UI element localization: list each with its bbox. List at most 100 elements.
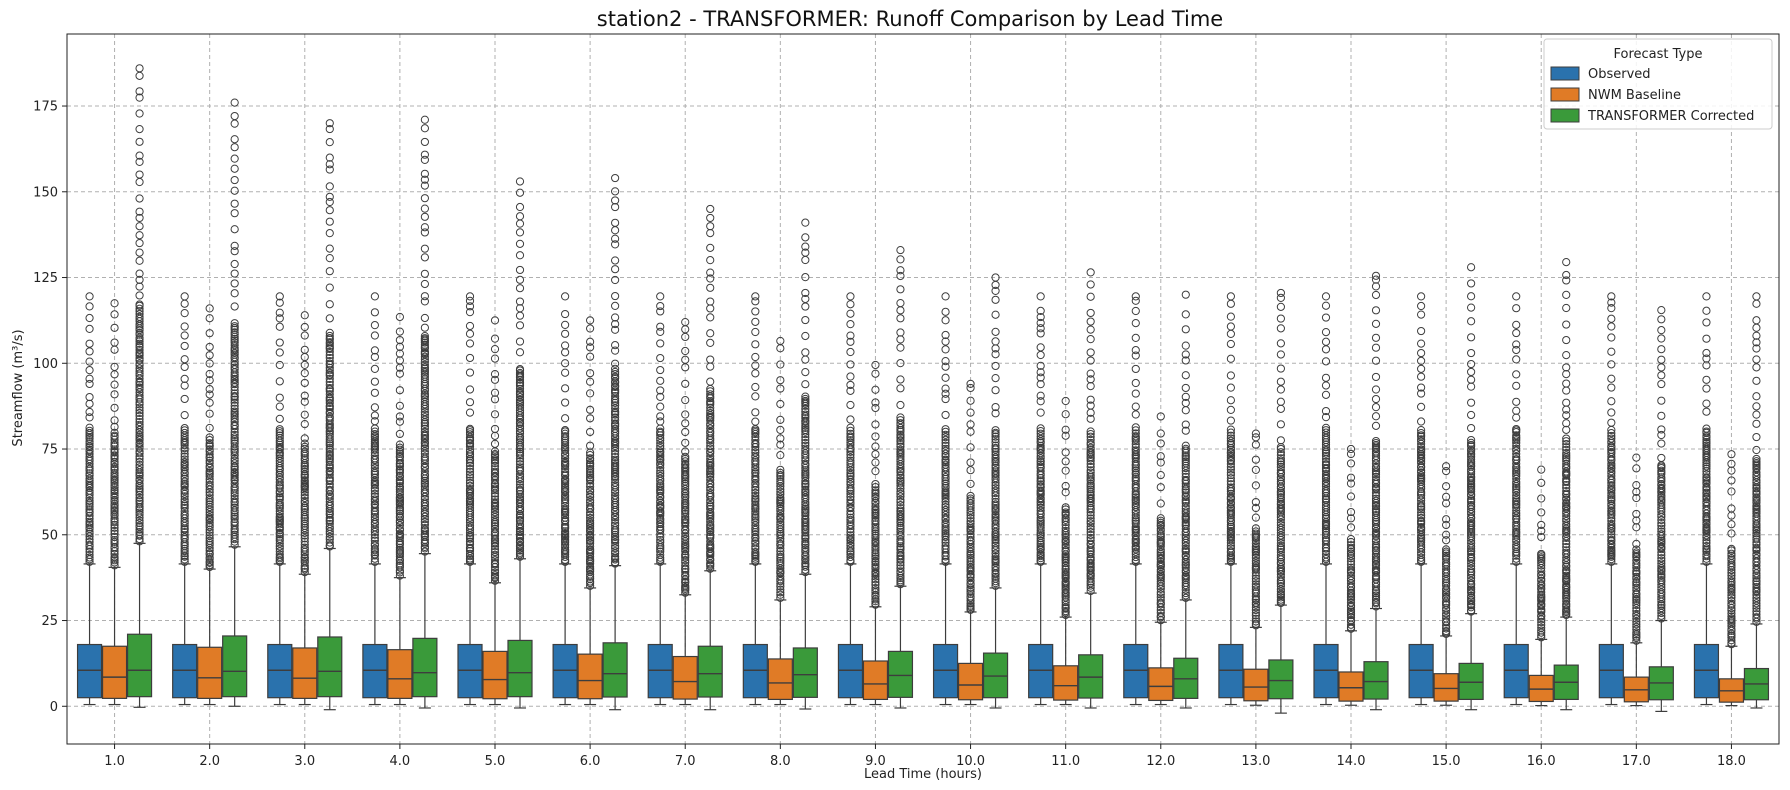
outlier-point — [490, 568, 500, 577]
outlier-point — [1371, 591, 1381, 600]
box-transformer-corrected — [1458, 263, 1484, 711]
outlier-point — [1607, 397, 1616, 406]
outlier-point — [1417, 445, 1426, 454]
outlier-point — [1607, 519, 1616, 529]
box-transformer-corrected — [412, 115, 438, 709]
outlier-point — [325, 192, 334, 201]
outlier-max — [420, 115, 429, 124]
outlier-point — [205, 390, 214, 399]
outlier-point — [1086, 348, 1095, 357]
outlier-point — [465, 481, 475, 490]
outlier-point — [966, 560, 975, 569]
outlier-point — [1181, 533, 1190, 543]
outlier-point — [205, 456, 214, 465]
outlier-point — [420, 323, 429, 332]
outlier-point — [1086, 530, 1095, 540]
outlier-point — [135, 403, 144, 412]
outlier-point — [515, 449, 525, 458]
outlier-point — [490, 410, 500, 419]
outlier-point — [586, 352, 595, 361]
outlier-point — [1607, 535, 1616, 544]
outlier-point — [205, 480, 214, 490]
outlier-point — [656, 301, 665, 311]
outlier-point — [1086, 517, 1095, 526]
outlier-point — [1752, 363, 1761, 372]
outlier-point — [135, 430, 144, 439]
outlier-point — [370, 536, 379, 545]
outlier-point — [300, 391, 309, 400]
outlier-point — [230, 341, 239, 350]
box-observed — [362, 292, 388, 706]
outlier-point — [896, 423, 905, 433]
outlier-point — [420, 155, 429, 164]
box-transformer-corrected — [1363, 271, 1389, 711]
outlier-point — [395, 482, 404, 491]
outlier-point — [871, 420, 880, 429]
outlier-point — [135, 124, 144, 134]
outlier-point — [1181, 463, 1190, 473]
outlier-point — [515, 522, 525, 531]
outlier-point — [1537, 526, 1546, 535]
outlier-point — [586, 369, 595, 378]
outlier-point — [325, 182, 334, 191]
outlier-point — [1036, 408, 1045, 417]
outlier-point — [561, 320, 570, 329]
outlier-point — [515, 457, 525, 466]
outlier-point — [561, 384, 570, 393]
outlier-point — [846, 450, 855, 459]
outlier-point — [966, 601, 975, 610]
outlier-point — [1752, 583, 1761, 592]
outlier-point — [1657, 425, 1666, 434]
outlier-point — [1417, 348, 1426, 358]
outlier-point — [1061, 508, 1070, 517]
outlier-point — [420, 529, 429, 538]
outlier-point — [1657, 530, 1666, 539]
outlier-point — [1036, 368, 1045, 377]
y-tick-label: 0 — [50, 700, 58, 715]
outlier-point — [110, 558, 119, 567]
outlier-point — [1086, 546, 1095, 555]
outlier-point — [611, 226, 620, 235]
outlier-point — [1467, 445, 1476, 454]
outlier-point — [966, 517, 975, 526]
outlier-point — [1181, 392, 1190, 401]
outlier-point — [1657, 519, 1666, 528]
outlier-point — [230, 420, 239, 430]
box-iqr — [1148, 667, 1174, 702]
outlier-point — [1371, 290, 1381, 300]
outlier-point — [681, 556, 690, 565]
outlier-point — [941, 505, 950, 515]
outlier-point — [420, 332, 429, 341]
outlier-point — [1371, 488, 1381, 497]
outlier-point — [1086, 539, 1095, 548]
outlier-point — [275, 552, 284, 561]
outlier-point — [110, 403, 119, 412]
outlier-point — [370, 527, 379, 537]
outlier-point — [561, 499, 570, 508]
box-observed — [76, 292, 103, 706]
outlier-point — [1467, 435, 1476, 445]
outlier-point — [801, 273, 810, 282]
outlier-point — [1321, 463, 1331, 472]
outlier-point — [706, 500, 715, 510]
outlier-point — [611, 325, 620, 334]
outlier-point — [1181, 420, 1190, 429]
outlier-point — [706, 362, 715, 371]
outlier-point — [751, 472, 760, 481]
outlier-point — [1086, 382, 1095, 391]
outlier-point — [515, 515, 525, 525]
outlier-point — [1537, 549, 1546, 559]
outlier-point — [611, 427, 620, 436]
outlier-point — [135, 528, 144, 537]
outlier-point — [1632, 516, 1641, 525]
outlier-point — [180, 555, 189, 564]
outlier-point — [801, 438, 810, 448]
outlier-point — [300, 498, 309, 508]
outlier-point — [1371, 475, 1381, 485]
outlier-point — [1632, 609, 1641, 619]
outlier-point — [896, 521, 905, 530]
outlier-point — [1727, 609, 1736, 618]
outlier-point — [230, 143, 239, 152]
outlier-point — [135, 417, 144, 427]
outlier-point — [1226, 299, 1235, 308]
